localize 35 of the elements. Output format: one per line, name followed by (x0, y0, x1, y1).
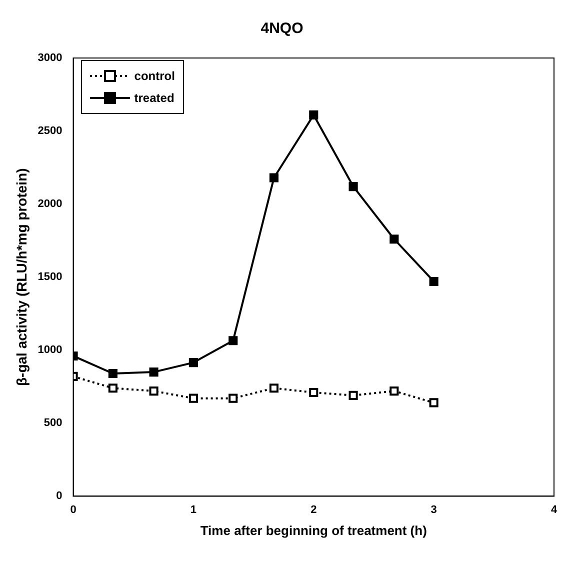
chart-title: 4NQO (260, 20, 304, 38)
legend-label: treated (134, 91, 174, 105)
x-tick-label: 0 (70, 504, 76, 516)
x-axis-title: Time after beginning of treatment (h) (200, 522, 427, 538)
point (149, 386, 158, 396)
y-tick-label: 2500 (38, 125, 62, 138)
point (108, 384, 118, 393)
point (348, 390, 358, 400)
point (390, 386, 399, 396)
x-tick-label: 4 (550, 504, 558, 516)
x-tick-label: 1 (190, 504, 197, 516)
point (390, 234, 399, 244)
point (188, 394, 198, 403)
y-tick-label: 2000 (38, 198, 62, 210)
y-axis-title: β-gal activity (RLU/h*mg protein) (13, 168, 30, 386)
point (228, 394, 238, 403)
y-tick-label: 0 (56, 490, 62, 502)
point (269, 173, 279, 182)
legend-label: control (134, 69, 175, 83)
x-tick-label: 3 (430, 504, 437, 516)
x-tick-label: 2 (310, 504, 317, 516)
point (309, 110, 318, 120)
point (149, 368, 158, 377)
point (309, 388, 318, 398)
y-tick-label: 3000 (38, 52, 62, 64)
y-tick-label: 1000 (38, 344, 62, 356)
point (269, 384, 279, 393)
point (228, 336, 238, 346)
point (348, 182, 358, 192)
point (429, 276, 438, 286)
point (429, 398, 438, 408)
point (108, 368, 118, 378)
point (188, 358, 198, 368)
y-tick-label: 500 (44, 417, 62, 430)
y-tick-label: 1500 (38, 271, 62, 284)
